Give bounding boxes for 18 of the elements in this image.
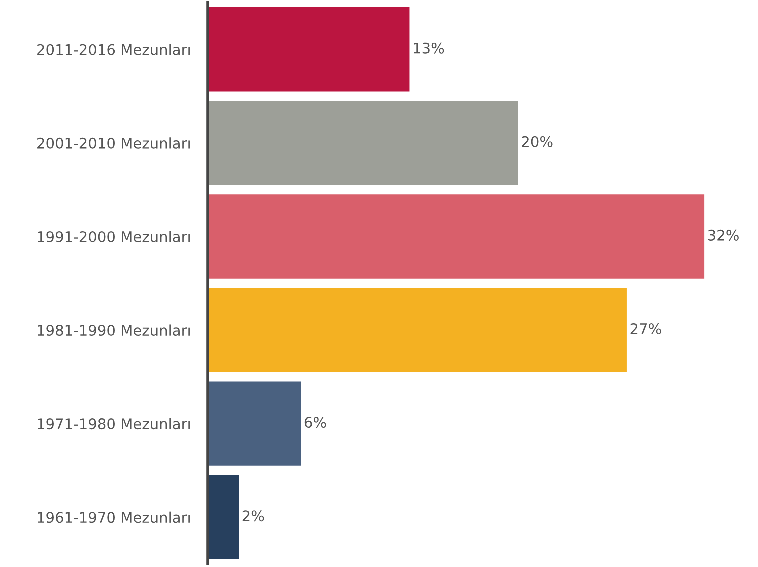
bar <box>208 288 627 372</box>
data-label: 6% <box>304 417 326 428</box>
data-label: 27% <box>630 323 662 335</box>
y-tick-label: 2001-2010 Mezunları <box>38 138 190 149</box>
data-label: 20% <box>522 136 553 148</box>
bar <box>208 8 410 92</box>
y-tick-label: 1991-2000 Mezunları <box>38 231 190 242</box>
bar <box>208 382 302 466</box>
bar <box>208 101 518 186</box>
bar <box>208 475 240 560</box>
y-tick-label: 1981-1990 Mezunları <box>38 324 190 336</box>
bar <box>208 194 705 279</box>
data-label: 32% <box>708 230 739 241</box>
y-tick-label: 2011-2016 Mezunları <box>38 44 190 56</box>
data-label: 2% <box>242 510 264 522</box>
y-tick-label: 1961-1970 Mezunları <box>38 512 190 524</box>
y-tick-label: 1971-1980 Mezunları <box>38 418 190 430</box>
data-label: 13% <box>414 42 444 54</box>
